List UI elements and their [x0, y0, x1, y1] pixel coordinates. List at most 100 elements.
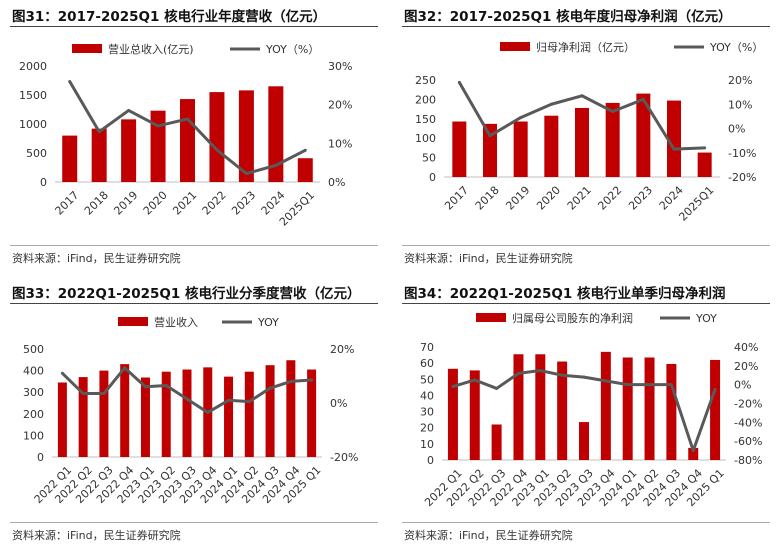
- yoy-point: [549, 102, 553, 106]
- y-left-tick-label: 200: [23, 408, 44, 421]
- bar: [688, 447, 699, 460]
- bar: [544, 115, 559, 177]
- x-tick-label: 2019: [111, 189, 140, 218]
- bar: [710, 359, 721, 460]
- chart-profit-annual: 归母净利润（亿元） YOY（%） 0 50 100 150 200 250 -20% -10% 0%…: [415, 40, 763, 224]
- y-left-tick-label: 60: [420, 357, 434, 370]
- y-left-tick-label: 500: [23, 343, 44, 356]
- bar: [557, 361, 568, 460]
- legend-swatch-bar: [476, 313, 506, 322]
- chart-panel-profit-quarterly: 图34：2022Q1-2025Q1 核电行业单季归母净利润 归属母公司股东的净利…: [392, 277, 784, 553]
- legend-label-line: YOY: [257, 316, 279, 329]
- bar: [469, 370, 480, 460]
- legend-label-bar: 归母净利润（亿元）: [536, 40, 635, 54]
- x-tick-label: 2022: [595, 184, 624, 213]
- x-tick-label: 2023: [626, 184, 655, 213]
- source-note: 资料来源：iFind，民生证券研究院: [404, 252, 573, 265]
- y-left-tick-label: 300: [23, 386, 44, 399]
- legend-label-line: YOY: [695, 312, 717, 325]
- y-right-tick-label: 30%: [328, 60, 352, 73]
- source-note: 资料来源：iFind，民生证券研究院: [12, 252, 181, 265]
- yoy-point: [713, 387, 717, 391]
- x-tick-label: 2023: [229, 189, 258, 218]
- yoy-point: [473, 378, 477, 382]
- yoy-point: [648, 383, 652, 387]
- chart-legend: 营业收入 YOY: [118, 315, 279, 329]
- x-tick-label: 2018: [82, 189, 111, 218]
- bar: [491, 424, 502, 460]
- source-divider: [10, 522, 378, 523]
- bar: [224, 376, 234, 457]
- chart-panel-revenue-annual: 图31：2017-2025Q1 核电行业年度营收（亿元） 营业总收入(亿元) YO…: [0, 0, 392, 276]
- chart-panel-revenue-quarterly: 图33：2022Q1-2025Q1 核电行业分季度营收（亿元） 营业收入 YOY 0…: [0, 277, 392, 553]
- y-left-tick-label: 0: [429, 171, 436, 184]
- y-left-tick-label: 400: [23, 365, 44, 378]
- yoy-point: [691, 449, 695, 453]
- legend-label-bar: 归属母公司股东的净利润: [512, 311, 633, 325]
- x-tick-label: 2017: [53, 189, 82, 218]
- y-left-tick-label: 50: [422, 152, 436, 165]
- yoy-point: [669, 383, 673, 387]
- yoy-point: [68, 79, 72, 83]
- yoy-point: [560, 373, 564, 377]
- x-tick-label: 2021: [170, 189, 199, 218]
- chart-panel-profit-annual: 图32：2017-2025Q1 核电年度归母净利润（亿元） 归母净利润（亿元） Y…: [392, 0, 784, 276]
- bar: [575, 107, 589, 177]
- y-left-tick-label: 150: [415, 113, 436, 126]
- bar: [62, 135, 78, 182]
- bar: [483, 123, 497, 177]
- y-right-tick-label: 40%: [734, 341, 758, 354]
- chart-revenue-annual: 营业总收入(亿元) YOY（%） 0 500 1000 1500 2000 0% 10% 20% 3…: [19, 42, 352, 229]
- yoy-point: [127, 108, 131, 112]
- title-divider: [402, 303, 770, 304]
- source-note: 资料来源：iFind，民生证券研究院: [12, 529, 181, 542]
- legend-swatch-bar: [118, 317, 148, 326]
- yoy-point: [457, 80, 461, 84]
- yoy-point: [102, 392, 106, 396]
- chart-legend: 归属母公司股东的净利润 YOY: [476, 311, 717, 325]
- yoy-point: [310, 378, 314, 382]
- bar: [180, 99, 195, 182]
- bar: [99, 370, 109, 457]
- y-left-tick-label: 0: [37, 451, 44, 464]
- yoy-point: [186, 117, 189, 121]
- y-left-tick-label: 0: [427, 454, 434, 467]
- yoy-point: [274, 163, 278, 167]
- source-divider: [10, 245, 378, 246]
- y-right-tick-label: -60%: [734, 435, 762, 448]
- x-tick-label: 2018: [473, 184, 502, 213]
- y-right-tick-label: -80%: [734, 454, 762, 467]
- bar: [447, 368, 458, 460]
- yoy-point: [488, 134, 492, 138]
- y-right-tick-label: -10%: [728, 147, 756, 160]
- bar: [209, 92, 225, 182]
- chart-title: 图33：2022Q1-2025Q1 核电行业分季度营收（亿元）: [12, 286, 361, 302]
- bar: [286, 360, 296, 457]
- x-tick-label: 2019: [503, 184, 532, 213]
- legend-swatch-bar: [500, 42, 530, 51]
- y-right-tick-label: 20%: [728, 74, 752, 87]
- y-right-tick-label: 0%: [328, 176, 345, 189]
- bar: [513, 354, 524, 460]
- bar: [150, 110, 166, 182]
- y-right-tick-label: 10%: [728, 98, 752, 111]
- bar: [57, 382, 67, 457]
- x-tick-label: 2021: [565, 184, 594, 213]
- y-left-tick-label: 0: [40, 176, 47, 189]
- bar: [535, 354, 546, 460]
- bar: [238, 90, 254, 182]
- y-left-tick-label: 200: [415, 93, 436, 106]
- yoy-point: [672, 147, 676, 151]
- x-tick-label: 2020: [141, 189, 170, 218]
- bar: [622, 357, 633, 460]
- title-divider: [10, 303, 378, 304]
- bar: [121, 119, 137, 182]
- legend-label-line: YOY（%）: [265, 43, 319, 56]
- chart-legend: 归母净利润（亿元） YOY（%）: [500, 40, 763, 54]
- yoy-point: [641, 97, 645, 101]
- y-right-tick-label: -40%: [734, 416, 762, 429]
- y-left-tick-label: 50: [420, 373, 434, 386]
- legend-label-bar: 营业总收入(亿元): [108, 42, 194, 56]
- yoy-point: [215, 148, 219, 152]
- yoy-point: [81, 392, 85, 396]
